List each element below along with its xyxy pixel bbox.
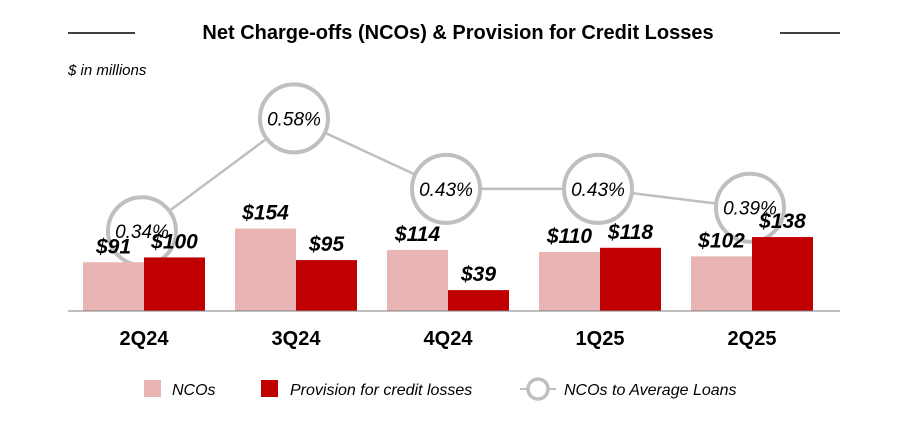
data-label-provision: $95 (308, 233, 344, 256)
data-label-ncos: $154 (241, 202, 289, 225)
bar-ncos (235, 228, 296, 311)
bar-provision (144, 257, 205, 311)
ratio-data-label: 0.43% (571, 180, 625, 201)
legend-label-ratio: NCOs to Average Loans (564, 382, 737, 399)
category-tick-label: 2Q25 (728, 328, 777, 350)
ratio-data-label: 0.58% (267, 109, 321, 130)
legend-label-ncos: NCOs (172, 382, 216, 399)
bar-provision (296, 260, 357, 311)
bar-ncos (691, 256, 752, 311)
bar-provision (600, 247, 661, 311)
category-tick-label: 4Q24 (424, 328, 474, 350)
bar-provision (752, 237, 813, 311)
legend-swatch-ncos (144, 380, 161, 397)
data-label-ncos: $91 (95, 235, 131, 258)
ratio-marker (562, 152, 634, 225)
bar-ncos (387, 249, 448, 311)
category-tick-label: 1Q25 (576, 328, 625, 350)
bar-ncos (83, 262, 144, 311)
unit-note: $ in millions (67, 62, 147, 79)
data-label-provision: $39 (460, 263, 496, 286)
ratio-marker (714, 171, 786, 244)
legend-marker-ratio (526, 377, 550, 401)
category-tick-label: 3Q24 (272, 328, 322, 350)
legend-swatch-provision (261, 380, 278, 397)
data-label-ncos: $110 (546, 225, 592, 248)
category-axis: 2Q24 3Q24 4Q24 1Q25 2Q25 (120, 328, 777, 350)
bar-layer: $91 $100 $154 $95 $114 $39 $110 $118 $102 $138 (83, 202, 813, 311)
category-tick-label: 2Q24 (120, 328, 170, 350)
ratio-line-layer: 0.34% 0.58% 0.43% 0.43% 0.39% (106, 82, 786, 268)
legend-label-provision: Provision for credit losses (290, 382, 472, 399)
ratio-data-label: 0.34% (115, 222, 169, 243)
data-label-provision: $100 (150, 230, 198, 253)
data-label-ncos: $102 (697, 229, 745, 252)
data-label-provision: $118 (607, 221, 653, 244)
data-label-provision: $138 (758, 210, 806, 233)
legend: NCOs Provision for credit losses NCOs to… (144, 377, 737, 401)
bar-ncos (539, 252, 600, 311)
data-label-ncos: $114 (394, 223, 440, 246)
ratio-data-label: 0.39% (723, 199, 777, 220)
ratio-data-label: 0.43% (419, 180, 473, 201)
ratio-marker (258, 82, 330, 155)
bar-provision (448, 290, 509, 311)
ratio-marker (410, 152, 482, 225)
chart-title: Net Charge-offs (NCOs) & Provision for C… (202, 22, 713, 44)
